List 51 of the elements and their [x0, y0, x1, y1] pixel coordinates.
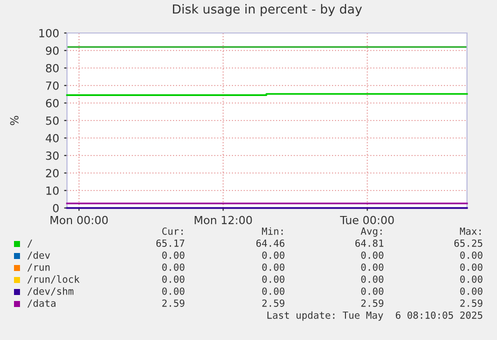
- x-tick-label: Mon 12:00: [194, 216, 252, 224]
- legend-label: /run: [27, 264, 50, 272]
- text: 0.00: [162, 275, 184, 283]
- legend-label: /data: [27, 299, 56, 308]
- text: 64.81: [355, 239, 384, 247]
- text: 2.59: [361, 299, 384, 307]
- text: 0.00: [262, 251, 284, 259]
- y-tick-label: 90: [46, 46, 59, 55]
- text: 0.00: [162, 251, 184, 259]
- text: 0.00: [460, 251, 482, 259]
- y-tick-label: 10: [46, 186, 59, 195]
- text: 0.00: [361, 287, 384, 295]
- text: 0.00: [361, 275, 384, 283]
- text: 65.17: [156, 239, 184, 247]
- y-axis-title: %: [10, 116, 19, 126]
- text: 0.00: [361, 251, 384, 259]
- text: 65.25: [454, 239, 482, 247]
- text: 0.00: [460, 275, 482, 283]
- y-tick-label: 60: [46, 98, 59, 108]
- text: Min:: [262, 227, 283, 235]
- text: 0.00: [162, 263, 184, 271]
- legend-label: /dev: [27, 251, 50, 260]
- text: 0.00: [262, 263, 284, 271]
- y-tick-label: 20: [46, 168, 59, 178]
- legend-label: /run/lock: [27, 275, 80, 284]
- text: 2.59: [262, 299, 284, 307]
- y-tick-label: 0: [53, 204, 59, 212]
- y-tick-label: 50: [46, 116, 59, 125]
- text: Last update: Tue May 6 08:10:05 2025: [267, 311, 482, 321]
- chart-title: Disk usage in percent - by day: [172, 4, 362, 16]
- y-tick-label: 70: [46, 81, 59, 90]
- y-tick-label: 80: [46, 64, 59, 72]
- y-tick-label: 40: [46, 134, 59, 142]
- text: 0.00: [262, 287, 284, 295]
- text: Avg:: [360, 228, 382, 237]
- text: 0.00: [460, 287, 482, 295]
- text: 0.00: [162, 287, 184, 295]
- legend-label: /: [27, 240, 32, 248]
- text: 0.00: [361, 263, 384, 271]
- text: 0.00: [262, 275, 284, 283]
- y-tick-label: 100: [39, 28, 59, 38]
- x-tick-label: Mon 00:00: [50, 216, 108, 224]
- text: Max:: [460, 228, 481, 235]
- y-tick-label: 30: [46, 151, 59, 160]
- x-tick-label: Tue 00:00: [340, 216, 394, 224]
- text: 2.59: [460, 299, 482, 307]
- legend-label: /dev/shm: [27, 287, 74, 296]
- text: 0.00: [460, 263, 482, 271]
- text: 2.59: [162, 299, 184, 307]
- text: 64.46: [256, 239, 284, 247]
- text: Cur:: [162, 227, 183, 235]
